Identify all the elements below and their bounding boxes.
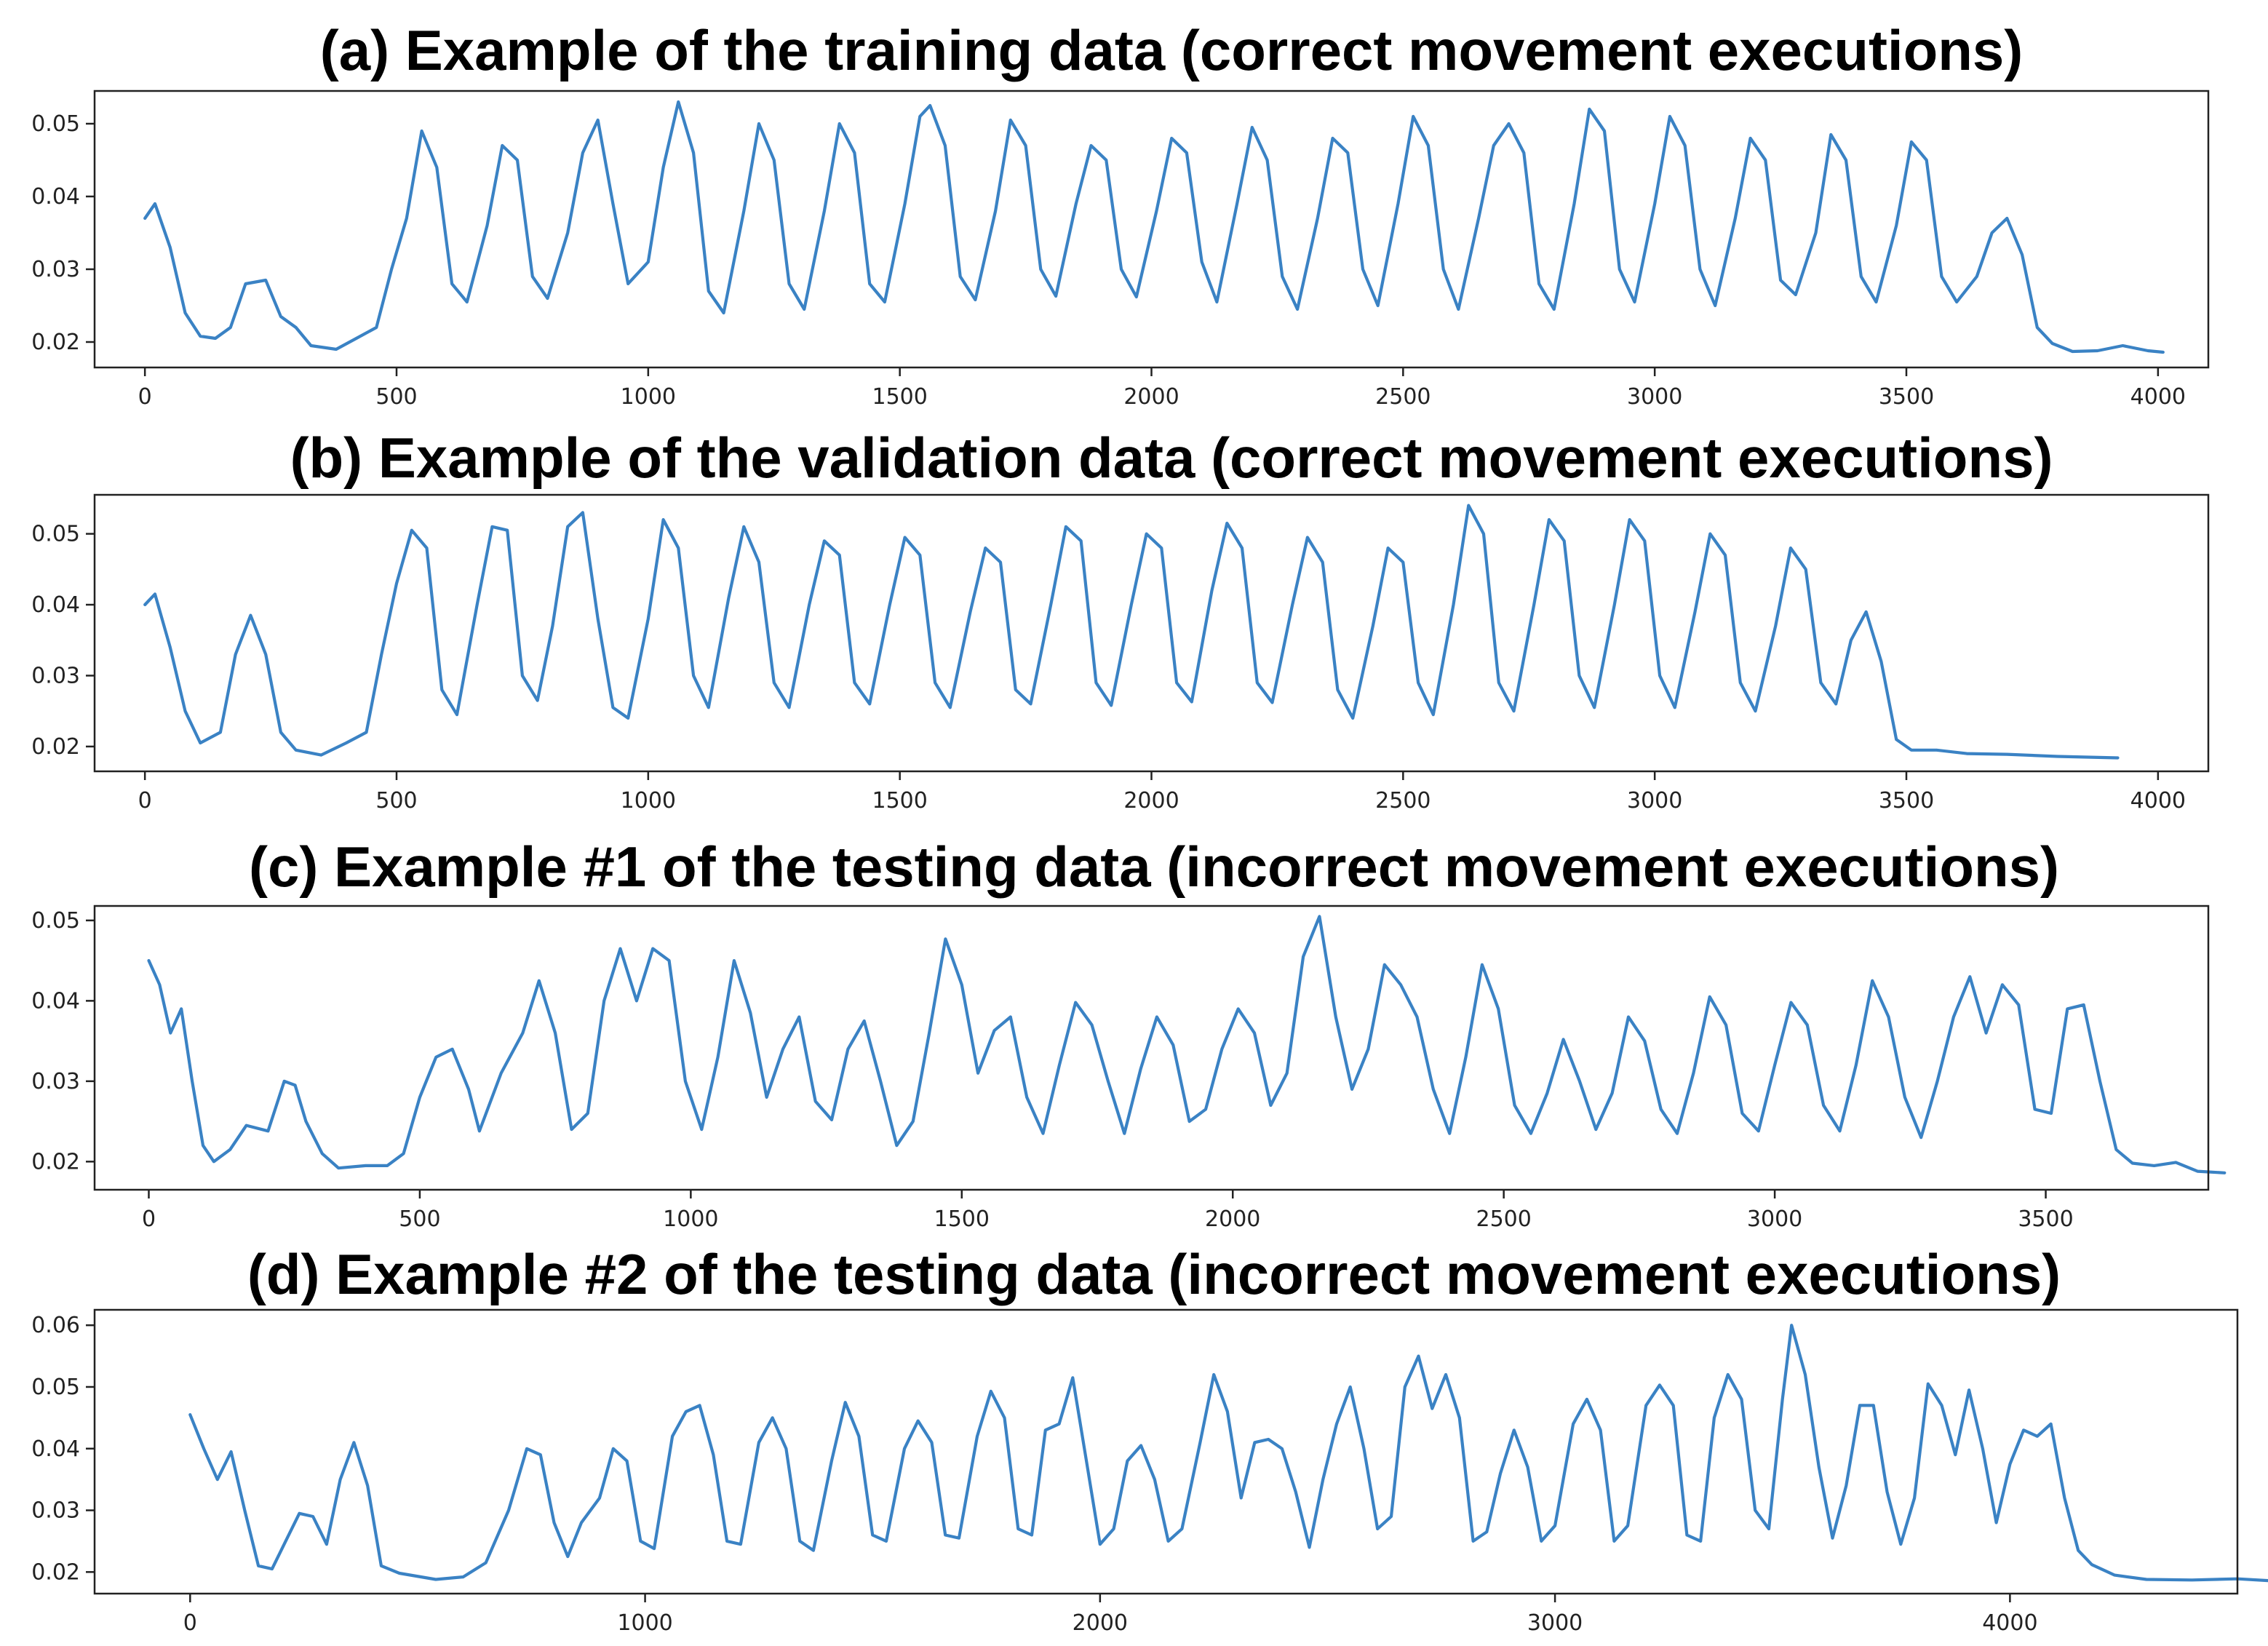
series-line-a: [143, 100, 2165, 354]
x-tick-label-c: 0: [142, 1206, 156, 1232]
x-tick-label-b: 500: [375, 788, 417, 814]
x-tick-label-a: 1000: [621, 384, 676, 410]
chart-title-b: (b) Example of the validation data (corr…: [290, 426, 2053, 490]
chart-panel-a: (a) Example of the training data (correc…: [31, 18, 2210, 410]
series-line-c: [147, 915, 2227, 1174]
y-tick-label-c: 0.05: [31, 908, 80, 934]
y-tick-label-d: 0.05: [31, 1375, 80, 1400]
x-tick-label-b: 3500: [1879, 788, 1934, 814]
x-tick-label-b: 4000: [2130, 788, 2186, 814]
y-tick-label-d: 0.03: [31, 1498, 80, 1524]
plot-frame-b: [93, 493, 2210, 773]
y-tick-label-a: 0.05: [31, 111, 80, 137]
plot-frame-d: [93, 1308, 2239, 1595]
y-tick-label-b: 0.03: [31, 663, 80, 688]
x-tick-label-b: 0: [138, 788, 152, 814]
y-tick-label-b: 0.04: [31, 592, 80, 618]
x-tick-label-c: 3500: [2018, 1206, 2073, 1232]
x-tick-label-d: 0: [183, 1610, 197, 1636]
x-tick-label-a: 500: [375, 384, 417, 410]
x-tick-label-d: 3000: [1527, 1610, 1583, 1636]
x-tick-label-c: 2500: [1476, 1206, 1531, 1232]
x-tick-label-b: 1000: [621, 788, 676, 814]
x-tick-label-a: 4000: [2130, 384, 2186, 410]
y-tick-label-d: 0.06: [31, 1313, 80, 1338]
chart-title-d: (d) Example #2 of the testing data (inco…: [247, 1242, 2061, 1306]
series-line-b: [143, 504, 2120, 760]
y-tick-label-d: 0.04: [31, 1436, 80, 1462]
x-tick-label-a: 2000: [1123, 384, 1179, 410]
x-tick-label-c: 3000: [1747, 1206, 1802, 1232]
x-tick-label-b: 3000: [1627, 788, 1682, 814]
chart-title-a: (a) Example of the training data (correc…: [320, 18, 2024, 82]
chart-panel-c: (c) Example #1 of the testing data (inco…: [31, 835, 2227, 1232]
y-tick-label-a: 0.03: [31, 257, 80, 282]
x-tick-label-a: 1500: [872, 384, 927, 410]
x-tick-label-c: 500: [399, 1206, 440, 1232]
chart-title-c: (c) Example #1 of the testing data (inco…: [249, 835, 2059, 899]
x-tick-label-d: 4000: [1982, 1610, 2037, 1636]
x-tick-label-a: 3000: [1627, 384, 1682, 410]
y-tick-label-a: 0.02: [31, 330, 80, 355]
chart-panel-d: (d) Example #2 of the testing data (inco…: [31, 1242, 2268, 1636]
x-tick-label-b: 2500: [1375, 788, 1431, 814]
x-tick-label-d: 2000: [1073, 1610, 1128, 1636]
y-tick-label-c: 0.02: [31, 1149, 80, 1174]
x-tick-label-b: 1500: [872, 788, 927, 814]
x-tick-label-c: 1000: [663, 1206, 718, 1232]
x-tick-label-c: 2000: [1205, 1206, 1260, 1232]
series-line-d: [188, 1324, 2268, 1583]
y-tick-label-c: 0.03: [31, 1069, 80, 1094]
x-tick-label-d: 1000: [617, 1610, 672, 1636]
x-tick-label-a: 2500: [1375, 384, 1431, 410]
y-tick-label-d: 0.02: [31, 1559, 80, 1585]
y-tick-label-c: 0.04: [31, 988, 80, 1014]
plot-frame-c: [93, 904, 2210, 1191]
x-tick-label-c: 1500: [934, 1206, 990, 1232]
x-tick-label-a: 3500: [1879, 384, 1934, 410]
y-tick-label-a: 0.04: [31, 184, 80, 210]
x-tick-label-b: 2000: [1123, 788, 1179, 814]
x-tick-label-a: 0: [138, 384, 152, 410]
y-tick-label-b: 0.05: [31, 522, 80, 547]
y-tick-label-b: 0.02: [31, 734, 80, 760]
chart-panel-b: (b) Example of the validation data (corr…: [31, 426, 2210, 814]
